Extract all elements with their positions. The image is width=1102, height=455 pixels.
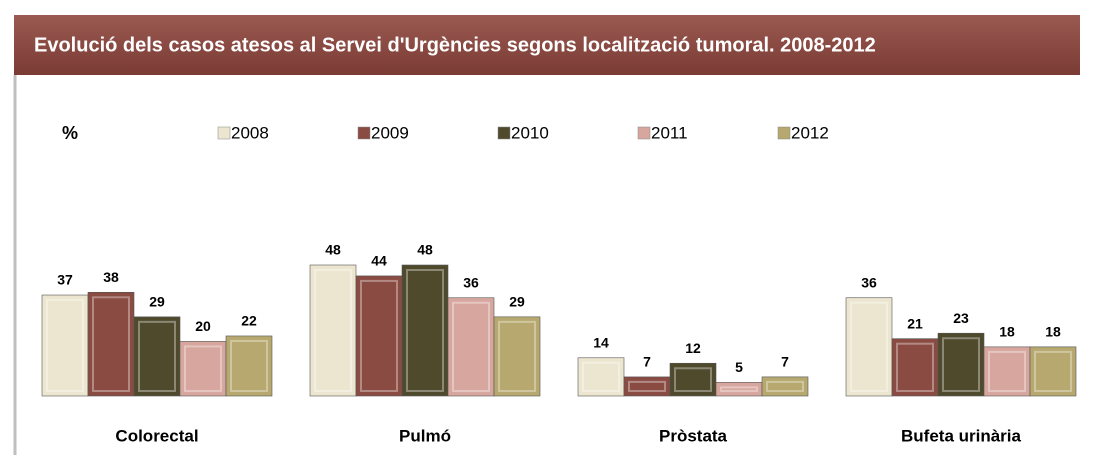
bar-bevel <box>1034 350 1072 392</box>
bar-bevel <box>46 299 84 393</box>
legend-swatch <box>217 126 231 140</box>
value-label: 7 <box>643 354 651 370</box>
value-label: 36 <box>463 274 479 290</box>
value-label: 38 <box>103 269 119 285</box>
bar <box>577 357 625 397</box>
bar <box>891 338 939 397</box>
bar <box>669 362 717 397</box>
bar-bevel <box>720 386 758 392</box>
x-tick-label: Pròstata <box>659 426 728 445</box>
legend-swatch <box>637 126 651 140</box>
legend-label: 2012 <box>791 123 829 142</box>
bar <box>623 376 671 397</box>
legend-label: 2010 <box>511 123 549 142</box>
legend-swatch <box>357 126 371 140</box>
bar-bevel <box>498 320 536 392</box>
bar <box>355 275 403 397</box>
value-label: 22 <box>241 313 257 329</box>
value-label: 20 <box>195 318 211 334</box>
bar-bevel <box>452 301 490 392</box>
bar <box>761 376 809 397</box>
value-label: 29 <box>149 294 165 310</box>
bar <box>1029 346 1077 397</box>
x-tick-label: Colorectal <box>115 426 198 445</box>
bar-bevel <box>674 367 712 392</box>
legend-swatch <box>777 126 791 140</box>
bar <box>309 264 357 397</box>
bar-bevel <box>988 350 1026 392</box>
value-label: 36 <box>861 274 877 290</box>
value-label: 21 <box>907 315 923 331</box>
bar-bevel <box>314 269 352 392</box>
x-tick-label: Pulmó <box>399 426 451 445</box>
title-banner <box>14 15 1080 75</box>
bar <box>845 297 893 397</box>
value-label: 44 <box>371 253 387 269</box>
legend-label: 2011 <box>651 123 688 142</box>
bar-bevel <box>184 345 222 392</box>
bar <box>447 297 495 397</box>
bar <box>715 382 763 397</box>
bar-bevel <box>582 361 620 392</box>
value-label: 5 <box>735 359 743 375</box>
bar-bevel <box>92 296 130 392</box>
bar-bevel <box>766 380 804 393</box>
bar <box>401 264 449 397</box>
legend-label: 2009 <box>371 123 409 142</box>
bar <box>493 316 541 397</box>
value-label: 48 <box>325 242 341 258</box>
bar <box>41 294 89 397</box>
value-label: 37 <box>57 272 73 288</box>
bar-bevel <box>230 339 268 393</box>
bar-bevel <box>628 380 666 393</box>
value-label: 12 <box>685 340 701 356</box>
value-label: 7 <box>781 354 789 370</box>
bar-bevel <box>942 337 980 392</box>
value-label: 14 <box>593 334 609 350</box>
bar <box>225 335 273 397</box>
value-label: 18 <box>999 324 1015 340</box>
bar-bevel <box>138 320 176 392</box>
value-label: 23 <box>953 310 969 326</box>
y-axis-label: % <box>62 123 78 143</box>
bar <box>937 332 985 397</box>
bar <box>179 341 227 397</box>
value-label: 18 <box>1045 324 1061 340</box>
chart-title: Evolució dels casos atesos al Servei d'U… <box>34 34 876 56</box>
bar-bevel <box>896 342 934 392</box>
bar-bevel <box>406 269 444 392</box>
bar <box>983 346 1031 397</box>
bar <box>87 291 135 397</box>
legend-swatch <box>497 126 511 140</box>
x-tick-label: Bufeta urinària <box>901 426 1022 445</box>
legend-label: 2008 <box>231 123 269 142</box>
value-label: 48 <box>417 242 433 258</box>
value-label: 29 <box>509 294 525 310</box>
bar <box>133 316 181 397</box>
bar-bevel <box>360 279 398 392</box>
bar-bevel <box>850 301 888 392</box>
